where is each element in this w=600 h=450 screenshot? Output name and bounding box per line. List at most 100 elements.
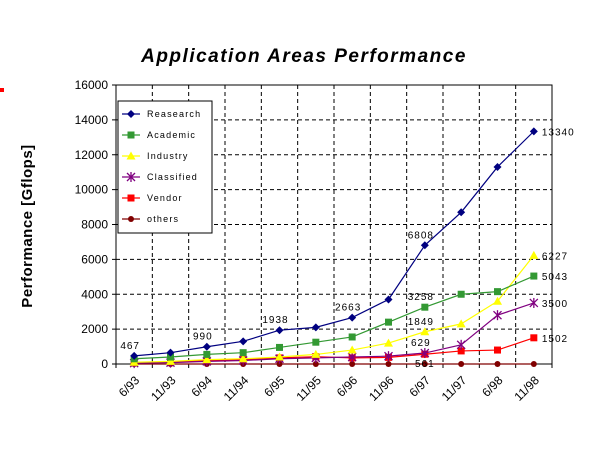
data-point-vendor [530, 334, 538, 342]
data-label: 3500 [542, 299, 568, 310]
data-point-industry [202, 355, 212, 364]
data-point-academic [385, 318, 392, 326]
data-point-industry [420, 327, 430, 336]
data-point-others [458, 361, 465, 367]
data-point-others [385, 361, 392, 367]
data-point-academic [203, 350, 211, 358]
data-point-reasearch [384, 295, 393, 304]
data-point-reasearch [311, 323, 320, 332]
data-label: 561 [415, 359, 435, 370]
x-tick-label: 11/95 [293, 373, 324, 404]
legend-entry-academic: Academic [147, 130, 196, 140]
data-point-reasearch [166, 348, 175, 357]
data-point-reasearch [202, 342, 211, 351]
x-tick-label: 6/97 [407, 373, 434, 400]
data-point-industry [275, 352, 284, 361]
data-point-industry [384, 338, 393, 347]
data-point-reasearch [239, 337, 248, 346]
data-point-academic [167, 353, 174, 361]
y-tick-label: 14000 [75, 113, 109, 127]
data-point-classified [493, 310, 502, 321]
data-point-industry [311, 349, 321, 358]
legend: Reasearch Academic Industry Classified Vendo… [117, 100, 213, 234]
y-tick-label: 10000 [75, 183, 109, 197]
legend-marker [126, 172, 136, 182]
legend-box [117, 100, 213, 234]
data-label: 1502 [542, 334, 568, 345]
legend-marker [127, 131, 135, 139]
data-point-others [494, 361, 501, 367]
y-axis-label: Performance [Gflops] [19, 144, 36, 307]
y-tick-label: 4000 [81, 287, 108, 301]
x-tick-label: 11/98 [511, 373, 542, 404]
data-point-others [312, 361, 319, 367]
data-point-academic [457, 290, 465, 298]
data-label: 629 [411, 338, 431, 349]
x-tick-label: 6/98 [479, 373, 506, 400]
data-point-reasearch [130, 351, 139, 360]
x-tick-label: 11/97 [439, 373, 470, 404]
data-point-academic [348, 333, 356, 341]
data-point-industry [456, 319, 466, 328]
data-label: 990 [193, 332, 213, 343]
y-tick-label: 6000 [81, 252, 108, 266]
y-tick-label: 8000 [81, 218, 108, 232]
x-tick-label: 11/94 [221, 373, 252, 404]
series-group [129, 127, 539, 369]
x-tick-label: 11/96 [366, 373, 397, 404]
data-label: 1849 [408, 317, 434, 328]
data-point-reasearch [529, 127, 538, 136]
data-label: 13340 [542, 127, 575, 138]
data-point-reasearch [348, 313, 357, 322]
x-tick-label: 11/93 [148, 373, 179, 404]
data-point-industry [238, 354, 248, 363]
data-point-academic [239, 349, 247, 357]
x-tick-label: 6/95 [261, 373, 288, 400]
y-tick-label: 2000 [81, 322, 108, 336]
legend-entry-industry: Industry [147, 151, 189, 161]
data-point-reasearch [420, 241, 429, 250]
data-point-academic [530, 272, 538, 280]
data-point-academic [276, 343, 283, 351]
legend-marker [127, 110, 135, 118]
data-point-academic [494, 288, 501, 296]
x-tick-label: 6/93 [116, 373, 143, 400]
data-point-industry [347, 345, 357, 354]
data-labels: 467 990 1938 2663 6808 3258 1849 629 561 13340 622… [120, 127, 575, 370]
data-point-reasearch [493, 162, 502, 171]
data-point-others [276, 361, 283, 367]
y-tick-label: 12000 [75, 148, 109, 162]
y-tick-label: 16000 [75, 78, 109, 92]
legend-marker [128, 216, 134, 222]
x-axis-ticks: 6/93 11/93 6/94 11/94 6/95 11/95 6/96 11/96 6/97… [115, 364, 553, 404]
data-point-industry [529, 250, 539, 259]
data-point-industry [493, 296, 502, 305]
data-label: 6227 [542, 251, 568, 262]
data-point-classified [420, 348, 430, 359]
y-axis-ticks: 0 2000 4000 6000 8000 10000 12000 14000 16000 [75, 78, 116, 371]
x-tick-label: 6/96 [334, 373, 361, 400]
data-label: 467 [120, 341, 140, 352]
data-point-classified [384, 351, 393, 362]
legend-entry-vendor: Vendor [147, 193, 183, 203]
data-point-industry [166, 356, 175, 365]
chart-title: Application Areas Performance [140, 46, 467, 67]
series-line-industry [134, 255, 535, 363]
data-label: 6808 [408, 230, 434, 241]
decor-red-dot [0, 88, 4, 92]
data-label: 1938 [262, 315, 288, 326]
data-point-others [349, 361, 356, 367]
series-line-classified [134, 302, 535, 364]
data-point-vendor [494, 346, 501, 354]
data-point-classified [456, 339, 466, 350]
series-line-academic [134, 275, 535, 360]
data-point-reasearch [457, 208, 466, 217]
x-tick-label: 6/94 [189, 373, 216, 400]
data-point-classified [347, 352, 357, 363]
data-label: 5043 [542, 272, 568, 283]
legend-marker [126, 151, 136, 160]
legend-entry-reasearch: Reasearch [147, 109, 201, 119]
data-point-others [421, 361, 428, 367]
series-line-reasearch [134, 130, 535, 357]
